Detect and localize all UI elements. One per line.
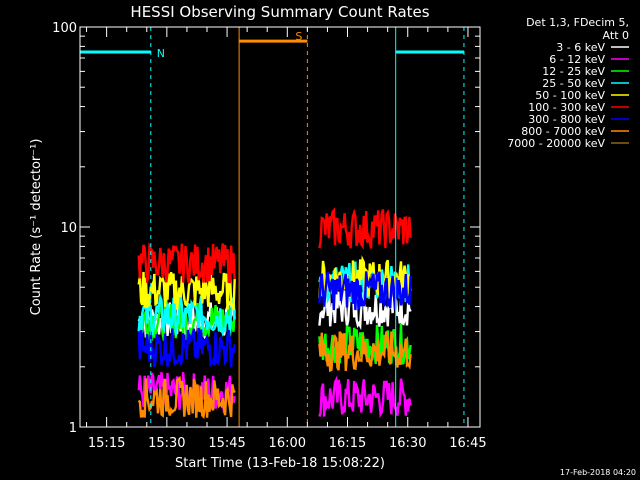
- legend-entry-label-7: 800 - 7000 keV: [521, 125, 605, 138]
- series-trace-6-0: [137, 327, 236, 368]
- series-trace-3-0: [137, 292, 236, 337]
- legend-entry-label-4: 50 - 100 keV: [535, 89, 605, 102]
- x-tick-label-1545: 15:45: [208, 436, 245, 451]
- legend-entry-label-0: 3 - 6 keV: [556, 41, 605, 54]
- chart-title: HESSI Observing Summary Count Rates: [130, 3, 429, 21]
- marker-layer: NS: [79, 27, 465, 427]
- legend-header-line-1: Det 1,3, FDecim 5,: [526, 16, 629, 29]
- legend-entry-label-5: 100 - 300 keV: [528, 101, 605, 114]
- y-tick-label-100: 100: [52, 21, 77, 36]
- legend-entry-label-6: 300 - 800 keV: [528, 113, 605, 126]
- x-tick-label-1645: 16:45: [449, 436, 486, 451]
- legend-header-line-2: Att 0: [603, 29, 629, 42]
- x-tick-label-1630: 16:30: [389, 436, 426, 451]
- y-tick-label-10: 10: [60, 221, 77, 236]
- legend-entry-label-2: 12 - 25 keV: [542, 65, 605, 78]
- x-tick-label-1515: 15:15: [88, 436, 125, 451]
- legend-entry-label-1: 6 - 12 keV: [549, 53, 605, 66]
- tick-layer: 1 10 100 15:15 15:30 15:45 16:00 16:15 16:30 16:4…: [52, 21, 487, 451]
- y-axis-label: Count Rate (s⁻¹ detector⁻¹): [29, 139, 44, 316]
- x-tick-label-1600: 16:00: [269, 436, 306, 451]
- x-tick-label-1530: 15:30: [148, 436, 185, 451]
- y-tick-label-1: 1: [69, 421, 77, 436]
- series-trace-5-0: [137, 242, 236, 284]
- footer-timestamp: 17-Feb-2018 04:20: [560, 468, 636, 477]
- legend-entry-label-3: 25 - 50 keV: [542, 77, 605, 90]
- legend-entry-label-8: 7000 - 20000 keV: [507, 137, 605, 150]
- series-trace-4-0: [137, 271, 236, 311]
- x-axis-label: Start Time (13-Feb-18 15:08:22): [175, 456, 385, 471]
- flag-label-S: S: [295, 30, 302, 43]
- series-trace-7-0: [137, 375, 236, 420]
- x-tick-label-1615: 16:15: [329, 436, 366, 451]
- flag-label-N: N: [157, 47, 165, 60]
